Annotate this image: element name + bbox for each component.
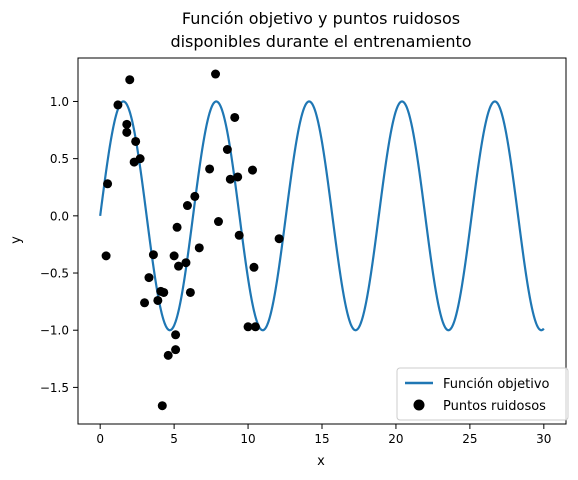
chart-title-line-2: disponibles durante el entrenamiento: [170, 32, 471, 51]
x-tick-label: 15: [314, 432, 329, 446]
legend-label-scatter: Puntos ruidosos: [443, 399, 546, 414]
scatter-point-15: [159, 287, 169, 297]
legend-box: [396, 367, 569, 421]
x-axis-label: x: [317, 454, 325, 469]
scatter-point-14: [157, 401, 167, 411]
scatter-point-19: [171, 345, 181, 355]
x-tick-label: 0: [96, 432, 104, 446]
legend-label-line: Función objetivo: [443, 377, 550, 392]
scatter-point-21: [174, 261, 184, 271]
scatter-point-16: [163, 350, 173, 360]
scatter-point-1: [103, 179, 113, 189]
scatter-point-8: [135, 154, 145, 164]
scatter-point-26: [194, 243, 204, 253]
scatter-point-5: [125, 75, 135, 85]
plot-area: [99, 69, 545, 411]
x-tick-label: 25: [462, 432, 477, 446]
scatter-point-29: [213, 217, 223, 227]
scatter-point-7: [131, 136, 141, 146]
y-tick-label: 0.5: [50, 152, 69, 166]
scatter-point-33: [233, 172, 243, 182]
scatter-point-11: [148, 250, 158, 260]
data-layer: [99, 69, 545, 411]
x-tick-label: 10: [240, 432, 255, 446]
scatter-point-17: [169, 251, 179, 261]
y-tick-label: −1.0: [40, 324, 69, 338]
scatter-point-0: [101, 251, 111, 261]
scatter-point-12: [153, 295, 163, 305]
scatter-point-37: [249, 262, 259, 272]
scatter-point-22: [181, 258, 191, 268]
scatter-point-25: [190, 191, 200, 201]
x-tick-label: 20: [388, 432, 403, 446]
scatter-point-39: [274, 234, 284, 244]
chart-title-line-1: Función objetivo y puntos ruidosos: [182, 9, 460, 28]
y-tick-label: 0.0: [50, 209, 69, 223]
x-tick-label: 30: [536, 432, 551, 446]
scatter-point-18: [171, 330, 181, 340]
y-axis-label: y: [9, 236, 24, 244]
scatter-point-30: [222, 145, 232, 154]
scatter-point-28: [211, 69, 221, 79]
axes: 0 5 10 15 20 25 30 −1.5 −1.0 −0.5 0.0 0.5 1.0: [40, 57, 567, 446]
scatter-point-2: [113, 100, 123, 110]
scatter-point-9: [140, 298, 150, 308]
scatter-point-4: [122, 119, 132, 129]
y-tick-label: −0.5: [40, 267, 69, 281]
x-tick-label: 5: [170, 432, 178, 446]
legend: Función objetivo Puntos ruidosos: [396, 367, 569, 421]
scatter-point-38: [250, 322, 260, 332]
scatter-point-36: [248, 165, 257, 175]
scatter-point-27: [205, 164, 215, 174]
series-line-funcion-objetivo: [99, 100, 545, 332]
scatter-point-34: [234, 230, 244, 240]
scatter-point-24: [185, 287, 195, 297]
y-tick-label: 1.0: [50, 95, 69, 109]
y-tick-label: −1.5: [40, 381, 69, 395]
scatter-point-10: [144, 273, 154, 283]
scatter-point-32: [230, 112, 240, 122]
scatter-point-20: [172, 222, 182, 232]
legend-scatter-marker: [413, 399, 425, 411]
scatter-point-31: [225, 174, 235, 184]
scatter-point-23: [182, 201, 192, 211]
scatter-point-3: [122, 127, 132, 137]
scatter-point-35: [243, 322, 253, 332]
